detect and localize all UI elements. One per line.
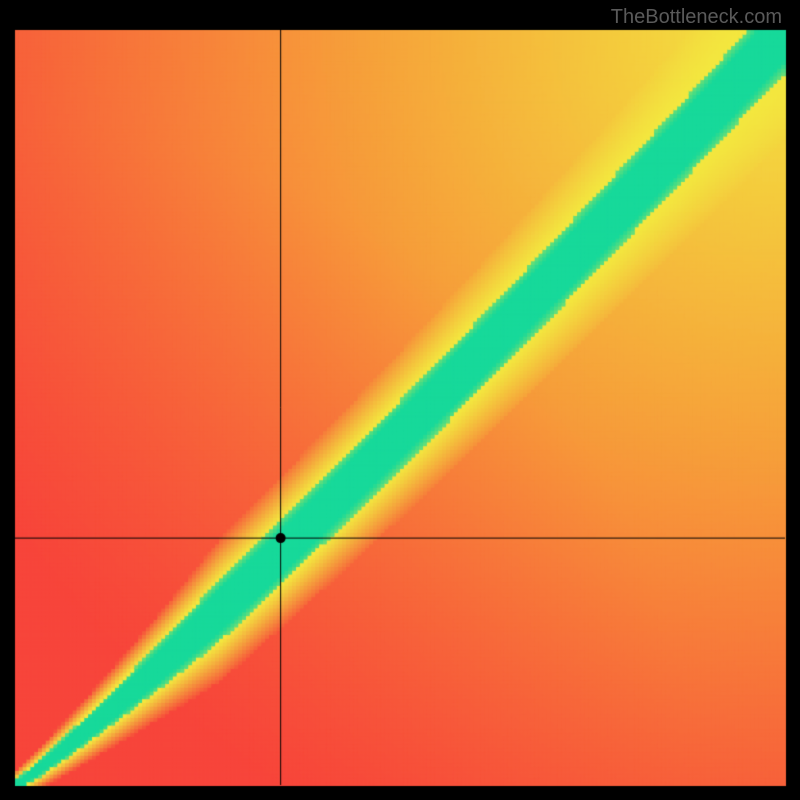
- watermark-text: TheBottleneck.com: [611, 6, 782, 29]
- heatmap-canvas: [0, 0, 800, 800]
- chart-container: TheBottleneck.com: [0, 0, 800, 800]
